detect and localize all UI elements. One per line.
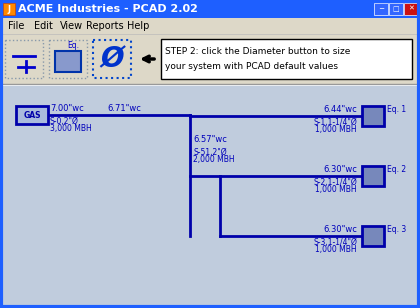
Text: 6.30"wc: 6.30"wc [323, 165, 357, 174]
Text: S-2,1-1/4"Ø: S-2,1-1/4"Ø [313, 178, 357, 187]
Text: File: File [8, 21, 24, 31]
Bar [0, 18, 420, 34]
Text: Eq. 3: Eq. 3 [387, 225, 406, 234]
Bar [0, 84, 420, 308]
Text: GAS: GAS [23, 111, 41, 120]
Text: ─: ─ [379, 6, 383, 12]
Bar [5, 40, 43, 78]
Bar [161, 39, 412, 79]
Text: Eq.: Eq. [68, 42, 80, 51]
Text: 1,000 MBH: 1,000 MBH [315, 185, 357, 194]
Bar [0, 0, 420, 18]
Text: 1,000 MBH: 1,000 MBH [315, 125, 357, 134]
Bar [404, 3, 418, 15]
Text: 6.71"wc: 6.71"wc [107, 104, 141, 113]
Bar [374, 3, 388, 15]
Bar [55, 51, 81, 72]
Bar [362, 106, 384, 126]
Text: 7.00"wc: 7.00"wc [50, 104, 84, 113]
Bar [16, 106, 48, 124]
Text: View: View [60, 21, 83, 31]
Bar [362, 166, 384, 186]
Text: 2,000 MBH: 2,000 MBH [193, 155, 235, 164]
Text: S-51,2"Ø: S-51,2"Ø [193, 148, 227, 157]
Text: your system with PCAD default values: your system with PCAD default values [165, 62, 338, 71]
Text: S-0,2"Ø: S-0,2"Ø [50, 117, 79, 126]
Text: 6.57"wc: 6.57"wc [193, 135, 227, 144]
Text: 6.30"wc: 6.30"wc [323, 225, 357, 234]
Bar [362, 226, 384, 246]
Bar [3, 3, 15, 15]
Text: Ø: Ø [100, 45, 124, 73]
Text: 1,000 MBH: 1,000 MBH [315, 245, 357, 254]
Text: 3,000 MBH: 3,000 MBH [50, 124, 92, 133]
Text: Reports: Reports [86, 21, 123, 31]
Bar [93, 40, 131, 78]
Bar [49, 40, 87, 78]
Text: ✕: ✕ [408, 6, 414, 12]
Text: J: J [8, 5, 10, 14]
Text: Eq. 1: Eq. 1 [387, 105, 406, 114]
Text: 6.44"wc: 6.44"wc [323, 105, 357, 114]
Bar [0, 34, 420, 84]
Text: Help: Help [127, 21, 150, 31]
Text: S-1,1-1/4"Ø: S-1,1-1/4"Ø [313, 118, 357, 127]
Text: □: □ [393, 6, 399, 12]
Text: ACME Industries - PCAD 2.02: ACME Industries - PCAD 2.02 [18, 4, 198, 14]
Text: Edit: Edit [34, 21, 53, 31]
Text: S-3,1-1/4"Ø: S-3,1-1/4"Ø [313, 238, 357, 247]
Text: STEP 2: click the Diameter button to size: STEP 2: click the Diameter button to siz… [165, 47, 350, 56]
Bar [389, 3, 403, 15]
Text: Eq. 2: Eq. 2 [387, 165, 406, 174]
